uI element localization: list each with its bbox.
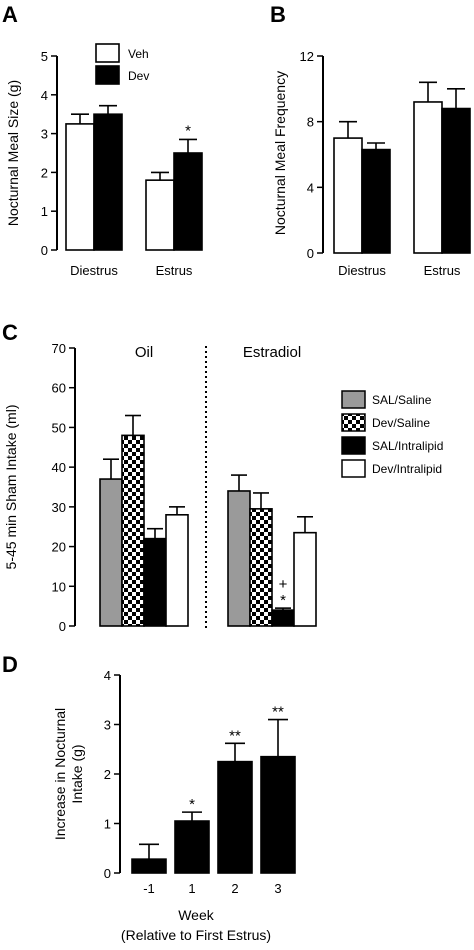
bar: [99, 478, 123, 627]
y-axis-label-line: Nocturnal Meal Frequency: [272, 71, 288, 235]
y-tick-label: 4: [41, 88, 48, 103]
x-category-label: Diestrus: [70, 263, 118, 278]
group-label: Oil: [135, 344, 153, 361]
bar: [143, 537, 167, 627]
y-tick-label: 20: [52, 540, 66, 555]
panel-c: C 0 10 20 30 40 50 60 70 5-45 min Sham Intake (ml…: [2, 320, 443, 634]
y-tick-label: 10: [52, 579, 66, 594]
y-tick-label: 12: [300, 49, 314, 64]
y-axis-label-line: Intake (g): [69, 744, 85, 803]
group-label: Estradiol: [243, 344, 301, 361]
y-axis-label-line: Increase in Nocturnal: [52, 708, 68, 840]
panel-b: B 0 4 8 12 Nocturnal Meal Frequency Diestrus Es…: [270, 2, 471, 278]
x-category-label: Diestrus: [338, 263, 386, 278]
bar: [361, 148, 391, 254]
x-category-label: Estrus: [424, 263, 461, 278]
y-tick-label: 3: [41, 127, 48, 142]
y-axis-label: Increase in NocturnalIntake (g): [52, 708, 85, 840]
y-tick-label: 1: [41, 204, 48, 219]
bar: [260, 755, 296, 874]
bar: [249, 508, 273, 627]
bar: [165, 513, 189, 627]
significance-marker: **: [272, 704, 284, 721]
panel-a: A 0 1 2 3 4 5 Nocturnal Meal Size (g) Diestrus Es…: [2, 2, 203, 278]
legend-swatch: [341, 390, 366, 409]
legend-swatch: [341, 459, 366, 478]
legend-swatch: [95, 65, 120, 85]
y-axis-label: Nocturnal Meal Frequency: [272, 71, 288, 235]
panel-label: B: [270, 2, 286, 27]
y-tick-label: 0: [59, 619, 66, 634]
bar: [65, 123, 95, 251]
y-tick-label: 4: [307, 180, 314, 195]
panel-label: A: [2, 2, 18, 27]
y-axis-label: 5-45 min Sham Intake (ml): [3, 405, 19, 570]
y-tick-label: 3: [104, 718, 111, 733]
y-tick-label: 1: [104, 817, 111, 832]
significance-marker: *: [185, 122, 191, 139]
y-tick-label: 0: [41, 243, 48, 258]
y-tick-label: 5: [41, 49, 48, 64]
significance-marker: +: [279, 576, 288, 593]
panel-d: D 0 1 2 3 4 Increase in NocturnalIntake (g) -1 1…: [2, 652, 296, 943]
legend-swatch: [95, 43, 120, 63]
bar: [413, 101, 443, 254]
legend-label: Dev: [128, 69, 149, 83]
y-tick-label: 0: [104, 866, 111, 881]
legend-swatch: [341, 436, 366, 455]
bar: [131, 858, 167, 874]
y-tick-label: 8: [307, 115, 314, 130]
y-axis-label-line: 5-45 min Sham Intake (ml): [3, 405, 19, 570]
bar: [145, 179, 175, 251]
x-category-label: -1: [143, 881, 155, 896]
x-category-label: 2: [231, 881, 238, 896]
legend-label: Veh: [128, 47, 149, 61]
bar: [121, 434, 145, 627]
bar: [227, 490, 251, 627]
bar: [293, 531, 317, 627]
y-tick-label: 70: [52, 341, 66, 356]
bar: [93, 113, 123, 251]
panel-label: D: [2, 652, 18, 677]
significance-marker: *: [280, 592, 286, 609]
bar: [174, 820, 210, 874]
y-tick-label: 60: [52, 381, 66, 396]
legend-swatch: [341, 413, 366, 432]
x-axis-label: (Relative to First Estrus): [121, 927, 271, 943]
y-axis-label-line: Nocturnal Meal Size (g): [5, 80, 21, 226]
y-tick-label: 0: [307, 246, 314, 261]
bar: [333, 137, 363, 254]
x-category-label: Estrus: [156, 263, 193, 278]
bar: [173, 152, 203, 251]
y-tick-label: 2: [104, 767, 111, 782]
legend-label: SAL/Saline: [372, 393, 432, 407]
bar: [271, 609, 295, 627]
legend-label: Dev/Saline: [372, 416, 430, 430]
y-tick-label: 30: [52, 500, 66, 515]
y-tick-label: 50: [52, 420, 66, 435]
x-axis-label: Week: [178, 907, 215, 923]
bar: [441, 107, 471, 254]
x-category-label: 3: [274, 881, 281, 896]
panel-label: C: [2, 320, 18, 345]
legend-label: Dev/Intralipid: [372, 462, 442, 476]
bar: [217, 760, 253, 874]
x-category-label: 1: [188, 881, 195, 896]
legend-label: SAL/Intralipid: [372, 439, 443, 453]
y-tick-label: 40: [52, 460, 66, 475]
y-tick-label: 2: [41, 165, 48, 180]
significance-marker: *: [189, 796, 195, 813]
significance-marker: **: [229, 727, 241, 744]
y-axis-label: Nocturnal Meal Size (g): [5, 80, 21, 226]
y-tick-label: 4: [104, 668, 111, 683]
